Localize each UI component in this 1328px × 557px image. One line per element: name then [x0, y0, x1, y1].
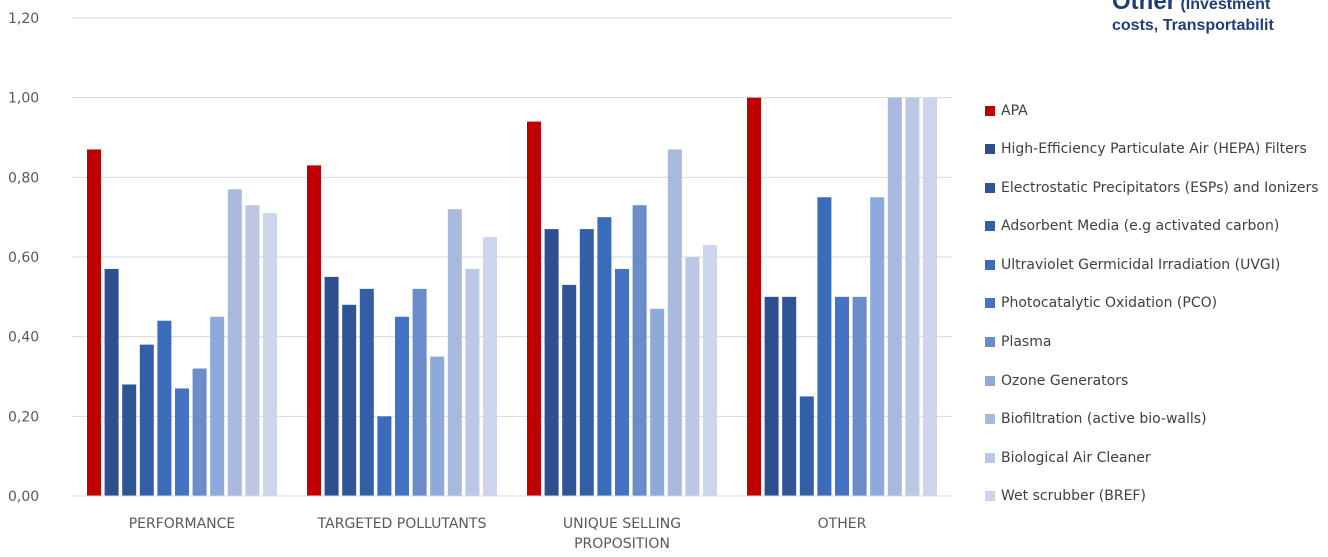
legend-swatch [985, 337, 995, 348]
legend-item: Ultraviolet Germicidal Irradiation (UVGI… [985, 252, 1319, 277]
legend-label: Adsorbent Media (e.g activated carbon) [1001, 218, 1280, 235]
y-tick-label: 1,00 [8, 91, 39, 107]
legend-item: APA [985, 98, 1319, 123]
legend-label: Electrostatic Precipitators (ESPs) and I… [1001, 179, 1319, 196]
bar [227, 189, 242, 497]
legend-label: Photocatalytic Oxidation (PCO) [1001, 295, 1218, 312]
corner-note-line2: costs, Transportabilit [1112, 16, 1274, 34]
bar [342, 304, 357, 496]
bar [430, 356, 445, 496]
bar [324, 276, 339, 496]
legend-item: Plasma [985, 330, 1319, 355]
legend-swatch [985, 452, 995, 463]
x-category-label: UNIQUE SELLING [563, 516, 681, 532]
bar [703, 245, 717, 496]
bar [465, 268, 480, 496]
bar [852, 296, 867, 496]
y-tick-label: 0,60 [8, 250, 39, 266]
bar [650, 308, 665, 496]
legend-swatch [985, 298, 995, 309]
y-tick-label: 0,00 [8, 489, 39, 505]
bar [782, 296, 797, 496]
bar [597, 217, 612, 496]
legend-item: High-Efficiency Particulate Air (HEPA) F… [985, 137, 1319, 162]
legend-item: Adsorbent Media (e.g activated carbon) [985, 214, 1319, 239]
bar [245, 205, 260, 496]
bar [562, 284, 577, 496]
x-category-label: PERFORMANCE [129, 516, 236, 532]
legend-item: Ozone Generators [985, 368, 1319, 393]
bar [104, 268, 119, 496]
y-tick-label: 0,20 [8, 409, 39, 425]
x-category-label: OTHER [818, 516, 867, 532]
legend-swatch [985, 221, 995, 232]
corner-note-rest: (Investment [1180, 0, 1271, 13]
bar [87, 149, 101, 496]
bar [667, 149, 682, 496]
bar [412, 288, 427, 496]
legend-label: High-Efficiency Particulate Air (HEPA) F… [1001, 141, 1307, 158]
legend-swatch [985, 259, 995, 270]
legend-swatch [985, 105, 995, 116]
y-tick-label: 1,20 [8, 11, 39, 27]
bar [835, 296, 849, 496]
legend-item: Photocatalytic Oxidation (PCO) [985, 291, 1319, 316]
bar [192, 368, 207, 496]
legend-swatch [985, 414, 995, 425]
legend-label: APA [1001, 102, 1028, 119]
y-tick-label: 0,40 [8, 330, 39, 346]
bar [447, 209, 462, 496]
bar [122, 384, 137, 496]
bar [377, 416, 392, 496]
bar [157, 320, 172, 496]
bar [764, 296, 779, 496]
legend-item: Wet scrubber (BREF) [985, 484, 1319, 509]
bar [263, 213, 277, 496]
legend-label: Ozone Generators [1001, 372, 1129, 389]
legend-swatch [985, 182, 995, 193]
legend-swatch [985, 144, 995, 155]
x-category-label: PROPOSITION [574, 536, 670, 552]
bar [210, 316, 225, 496]
bar [483, 237, 497, 497]
bar [615, 268, 629, 496]
corner-note: Other (Investment costs, Transportabilit [1112, 0, 1328, 35]
legend-label: Wet scrubber (BREF) [1001, 488, 1146, 505]
bar [747, 97, 761, 497]
legend-item: Electrostatic Precipitators (ESPs) and I… [985, 175, 1319, 200]
bar [579, 229, 594, 496]
bar [870, 197, 885, 496]
bar [544, 229, 559, 496]
legend-label: Biological Air Cleaner [1001, 449, 1151, 466]
legend-swatch [985, 375, 995, 386]
legend: APA High-Efficiency Particulate Air (HEPA… [985, 98, 1319, 523]
corner-note-word: Other [1112, 0, 1177, 15]
legend-item: Biofiltration (active bio-walls) [985, 407, 1319, 432]
legend-swatch [985, 491, 995, 502]
legend-label: Biofiltration (active bio-walls) [1001, 411, 1207, 428]
bar [685, 257, 700, 496]
bar [817, 197, 832, 496]
y-tick-label: 0,80 [8, 170, 39, 186]
bar [175, 388, 189, 496]
bar [905, 97, 920, 497]
bar [139, 344, 154, 496]
legend-item: Biological Air Cleaner [985, 445, 1319, 470]
bar [395, 316, 409, 496]
bar [359, 288, 374, 496]
x-category-label: TARGETED POLLUTANTS [317, 516, 487, 532]
bar [632, 205, 647, 496]
legend-label: Plasma [1001, 334, 1052, 351]
bar [887, 97, 902, 497]
bar [923, 97, 937, 497]
bar [799, 396, 814, 496]
legend-label: Ultraviolet Germicidal Irradiation (UVGI… [1001, 256, 1281, 273]
bar [527, 121, 541, 497]
bar [307, 165, 321, 496]
